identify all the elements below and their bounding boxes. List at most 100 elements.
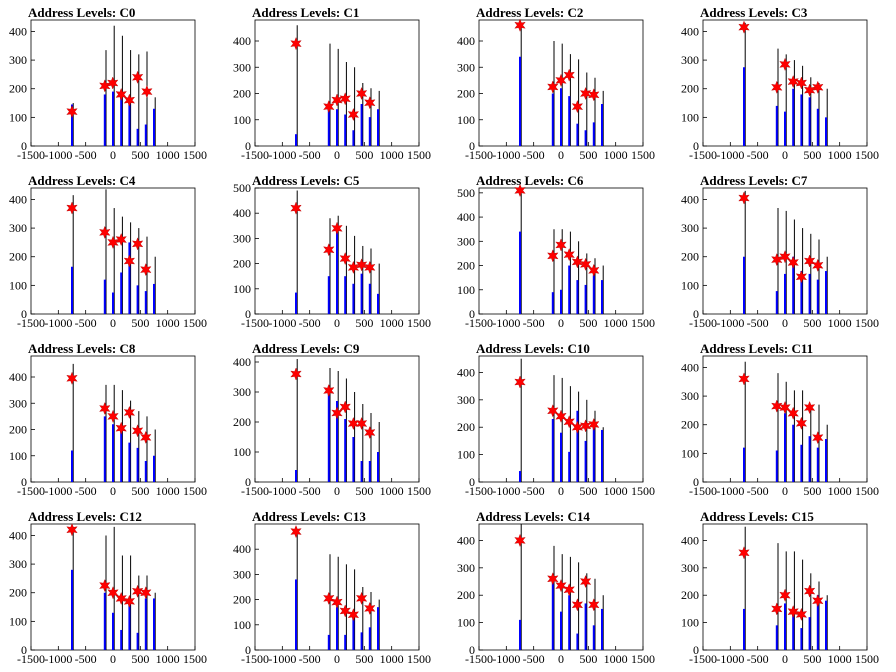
star-marker	[115, 87, 127, 101]
star-marker	[355, 591, 368, 605]
chart-title: Address Levels: C5	[252, 173, 360, 188]
star-marker	[795, 607, 808, 621]
chart-panel: Address Levels: C14 0 100 200 300 400 -1500 -10…	[457, 509, 655, 666]
star-marker	[131, 584, 144, 598]
blue-bar	[344, 419, 347, 482]
blue-bar	[153, 283, 155, 314]
x-tick-label: -1500	[689, 652, 717, 666]
blue-bar	[584, 130, 587, 146]
y-tick-label: 400	[457, 34, 475, 48]
y-tick-label: 100	[681, 616, 699, 630]
star-marker	[779, 401, 791, 415]
star-marker	[563, 583, 575, 597]
star-marker	[563, 248, 575, 262]
star-marker	[115, 591, 127, 605]
star-marker	[347, 608, 360, 622]
x-tick-label: 1500	[855, 316, 879, 330]
blue-bar	[576, 410, 579, 482]
x-tick-label: -500	[747, 652, 769, 666]
x-tick-label: 1500	[631, 148, 655, 162]
x-tick-label: 0	[334, 484, 340, 498]
chart-panel: Address Levels: C60100200300400500-1500-…	[457, 173, 655, 330]
blue-bar	[295, 579, 297, 650]
blue-bar	[377, 452, 379, 482]
y-tick-label: 400	[9, 370, 27, 384]
x-tick-label: 0	[334, 148, 340, 162]
y-tick-label: 400	[681, 192, 699, 206]
y-tick-label: 400	[457, 210, 475, 224]
blue-bar	[551, 581, 554, 650]
y-tick-label: 300	[681, 561, 699, 575]
y-tick-label: 0	[245, 643, 251, 657]
blue-bar	[551, 292, 554, 314]
y-tick-label: 300	[233, 231, 251, 245]
y-tick-label: 300	[9, 53, 27, 67]
blue-bar	[103, 94, 106, 146]
x-tick-label: 1000	[156, 652, 180, 666]
y-tick-label: 200	[681, 82, 699, 96]
chart-panel: Address Levels: C7 0 100 200 300 400 -1500 -100…	[681, 173, 879, 330]
blue-bar	[560, 88, 562, 146]
x-tick-label: 1000	[604, 484, 628, 498]
y-tick-label: 200	[233, 593, 251, 607]
star-marker	[547, 404, 559, 418]
blue-bar	[825, 117, 827, 146]
chart-panel: Address Levels: C3 0 100 200 300 400 -1500 -100…	[681, 5, 879, 162]
x-tick-label: -1000	[268, 148, 296, 162]
x-tick-label: 1000	[604, 148, 628, 162]
blue-bar	[775, 291, 778, 314]
y-tick-label: 500	[233, 181, 251, 195]
star-marker	[347, 416, 360, 431]
blue-bar	[825, 271, 827, 314]
x-tick-label: -1500	[689, 316, 717, 330]
y-tick-label: 100	[233, 282, 251, 296]
star-marker	[66, 523, 78, 537]
y-tick-label: 400	[233, 34, 251, 48]
blue-bar	[551, 419, 554, 482]
y-tick-label: 0	[469, 139, 475, 153]
y-tick-label: 200	[9, 82, 27, 96]
x-tick-label: -1500	[17, 652, 45, 666]
x-tick-label: 500	[579, 484, 597, 498]
y-tick-label: 0	[693, 643, 699, 657]
blue-bar	[592, 275, 595, 314]
x-tick-label: 0	[110, 148, 116, 162]
x-tick-label: -1500	[241, 148, 269, 162]
blue-bar	[568, 451, 571, 482]
y-tick-label: 200	[681, 250, 699, 264]
blue-bar	[71, 104, 73, 146]
y-tick-label: 300	[9, 221, 27, 235]
blue-bar	[144, 598, 147, 650]
y-tick-label: 400	[233, 542, 251, 556]
x-tick-label: 1500	[631, 316, 655, 330]
x-tick-label: 0	[782, 148, 788, 162]
star-marker	[563, 415, 575, 429]
y-tick-label: 100	[233, 618, 251, 632]
x-tick-label: 1000	[828, 316, 852, 330]
blue-bar	[519, 471, 521, 482]
blue-bar	[153, 455, 155, 482]
blue-bar	[560, 611, 562, 650]
chart-title: Address Levels: C15	[700, 509, 814, 524]
blue-bar	[816, 108, 819, 146]
star-marker	[131, 424, 144, 438]
blue-bar	[368, 283, 371, 314]
star-marker	[123, 93, 136, 107]
blue-bar	[112, 424, 114, 482]
y-tick-label: 300	[457, 561, 475, 575]
y-tick-label: 300	[457, 60, 475, 74]
star-marker	[812, 594, 824, 608]
star-marker	[738, 546, 750, 560]
chart-title: Address Levels: C11	[700, 341, 813, 356]
star-marker	[66, 105, 78, 119]
blue-bar	[352, 283, 355, 314]
chart-title: Address Levels: C13	[252, 509, 366, 524]
chart-title: Address Levels: C6	[476, 173, 584, 188]
x-tick-label: -500	[523, 316, 545, 330]
star-marker	[795, 270, 808, 284]
x-tick-label: -500	[523, 652, 545, 666]
blue-bar	[808, 617, 811, 650]
blue-bar	[71, 450, 73, 482]
x-tick-label: -500	[75, 316, 97, 330]
blue-bar	[344, 276, 347, 314]
